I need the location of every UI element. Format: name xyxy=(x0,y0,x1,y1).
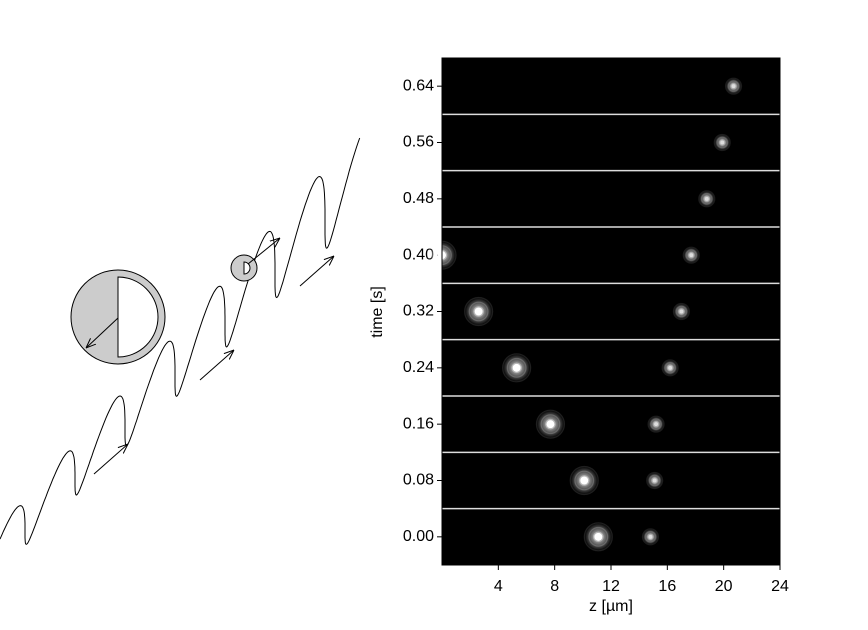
ring xyxy=(651,477,658,484)
ring xyxy=(652,420,660,428)
ring xyxy=(473,306,484,317)
core xyxy=(731,84,736,89)
ring xyxy=(511,362,522,374)
core xyxy=(648,534,653,539)
ring xyxy=(682,246,700,264)
core xyxy=(720,140,725,145)
x-tick-label: 20 xyxy=(715,578,733,595)
ring xyxy=(713,133,731,152)
x-tick-label: 8 xyxy=(550,578,559,595)
particle-image xyxy=(535,409,566,439)
y-tick-label: 0.56 xyxy=(403,134,434,151)
ring xyxy=(647,533,654,541)
plot-border xyxy=(441,57,781,566)
ring xyxy=(569,465,599,496)
ring xyxy=(593,531,604,543)
y-tick-label: 0.48 xyxy=(403,190,434,207)
y-tick-label: 0.64 xyxy=(403,77,434,94)
particle-image xyxy=(672,302,691,321)
ring xyxy=(644,530,657,543)
y-tick-label: 0.40 xyxy=(403,246,434,263)
ring xyxy=(648,474,661,487)
particle-image xyxy=(698,190,716,208)
x-tick-label: 24 xyxy=(771,578,789,595)
x-tick-label: 12 xyxy=(602,578,620,595)
ring xyxy=(698,190,716,208)
ring xyxy=(700,192,713,205)
ring xyxy=(716,136,729,149)
arrow xyxy=(247,238,280,265)
ring xyxy=(703,195,711,203)
x-tick-label: 4 xyxy=(494,578,503,595)
arrow xyxy=(199,350,234,381)
particle-image xyxy=(724,77,743,95)
ring xyxy=(647,415,665,433)
core xyxy=(704,196,709,201)
y-tick-label: 0.00 xyxy=(403,528,434,545)
ring xyxy=(646,471,664,490)
ring xyxy=(730,82,737,90)
ring xyxy=(502,353,532,383)
x-axis-label: z [µm] xyxy=(589,598,633,615)
ring xyxy=(678,308,685,315)
ring xyxy=(666,364,674,372)
ring xyxy=(724,77,743,95)
ring xyxy=(464,296,494,327)
core xyxy=(474,307,483,316)
ring xyxy=(578,475,590,486)
ring xyxy=(540,414,561,435)
core xyxy=(580,476,589,485)
ring xyxy=(588,526,609,547)
core xyxy=(546,420,555,429)
ring xyxy=(675,305,688,318)
x-tick-label: 16 xyxy=(658,578,676,595)
ring xyxy=(650,418,663,431)
particle-image xyxy=(502,353,532,383)
ring xyxy=(718,139,726,146)
ring xyxy=(468,301,489,322)
wave xyxy=(0,137,361,545)
y-tick-label: 0.08 xyxy=(403,472,434,489)
core xyxy=(594,532,603,541)
ring xyxy=(641,528,660,546)
arrow xyxy=(93,444,128,475)
arrow xyxy=(86,317,119,348)
core xyxy=(654,422,659,427)
particle-image xyxy=(641,528,660,546)
ring xyxy=(574,470,595,491)
particle-shade xyxy=(243,261,251,275)
core xyxy=(679,309,684,314)
y-tick-label: 0.24 xyxy=(403,359,434,376)
ring xyxy=(688,251,695,259)
ring xyxy=(506,357,527,378)
schematic xyxy=(0,137,361,545)
y-tick-label: 0.32 xyxy=(403,303,434,320)
y-axis-label: time [s] xyxy=(369,286,386,338)
ring xyxy=(545,418,556,430)
ring xyxy=(661,359,679,377)
particle-image xyxy=(646,471,664,490)
particle-image xyxy=(713,133,731,152)
y-tick-label: 0.16 xyxy=(403,415,434,432)
ring xyxy=(535,409,566,439)
arrow xyxy=(299,256,334,287)
core xyxy=(512,363,521,372)
particle-image xyxy=(583,522,613,552)
core xyxy=(668,365,673,370)
ring xyxy=(672,302,691,321)
ring xyxy=(664,361,677,374)
particle-shade xyxy=(117,276,159,358)
core xyxy=(689,253,694,258)
ring xyxy=(727,80,740,93)
particle-image xyxy=(661,359,679,377)
core xyxy=(652,478,657,483)
particle-image xyxy=(647,415,665,433)
particle-image xyxy=(464,296,494,327)
ring xyxy=(583,522,613,552)
ring xyxy=(685,249,698,262)
particle-image xyxy=(682,246,700,264)
particle-image xyxy=(569,465,599,496)
